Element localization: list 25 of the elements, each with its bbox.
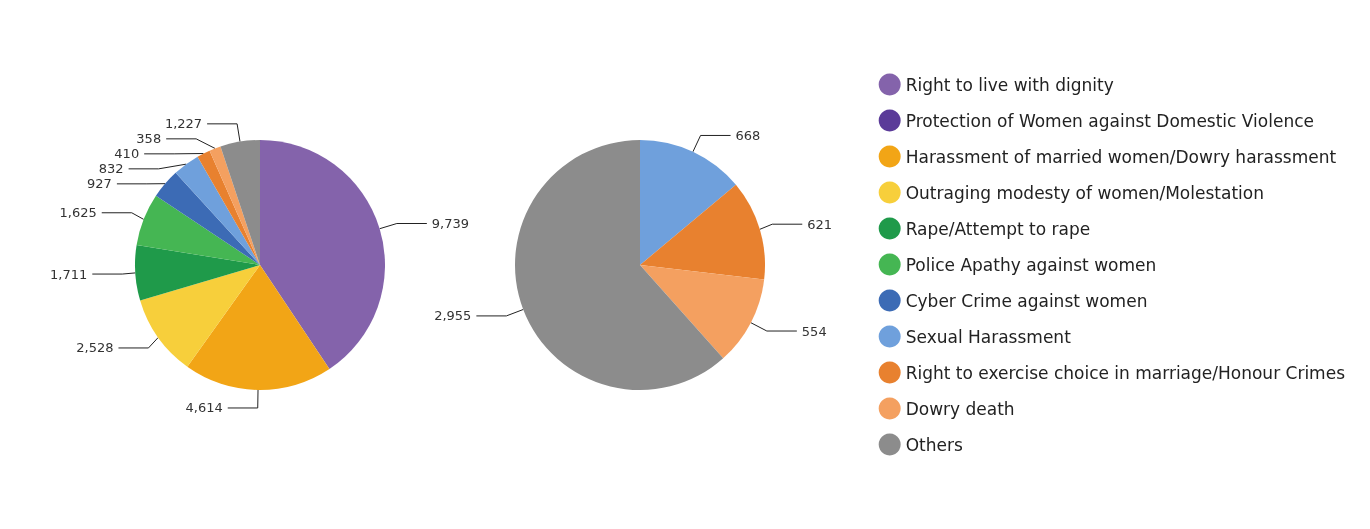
legend-label: Protection of Women against Domestic Violence [905, 110, 1314, 131]
data-label: 554 [801, 323, 827, 339]
legend-label: Right to live with dignity [905, 74, 1114, 95]
data-label: 832 [98, 161, 124, 177]
data-label: 927 [87, 176, 112, 192]
legend-label: Dowry death [905, 398, 1015, 419]
data-label: 1,227 [164, 116, 203, 132]
legend-label: Right to exercise choice in marriage/Honour Crimes [905, 362, 1346, 383]
data-label: 1,625 [59, 205, 97, 221]
legend-label: Outraging modesty of women/Molestation [905, 182, 1264, 203]
data-label: 621 [807, 216, 833, 232]
legend-label: Police Apathy against women [905, 254, 1157, 275]
legend-label: Others [905, 434, 963, 455]
data-label: 4,614 [185, 400, 223, 416]
legend-label: Rape/Attempt to rape [905, 218, 1091, 239]
data-label: 668 [735, 127, 761, 143]
data-label: 1,711 [50, 266, 88, 282]
data-label: 2,528 [76, 340, 114, 356]
data-label: 9,739 [431, 216, 470, 231]
data-label: 2,955 [434, 308, 472, 324]
legend-label: Cyber Crime against women [905, 290, 1148, 311]
legend-label: Harassment of married women/Dowry harassment [905, 146, 1337, 167]
data-label: 358 [136, 131, 162, 147]
data-label: 410 [114, 146, 140, 162]
legend-label: Sexual Harassment [905, 326, 1072, 347]
